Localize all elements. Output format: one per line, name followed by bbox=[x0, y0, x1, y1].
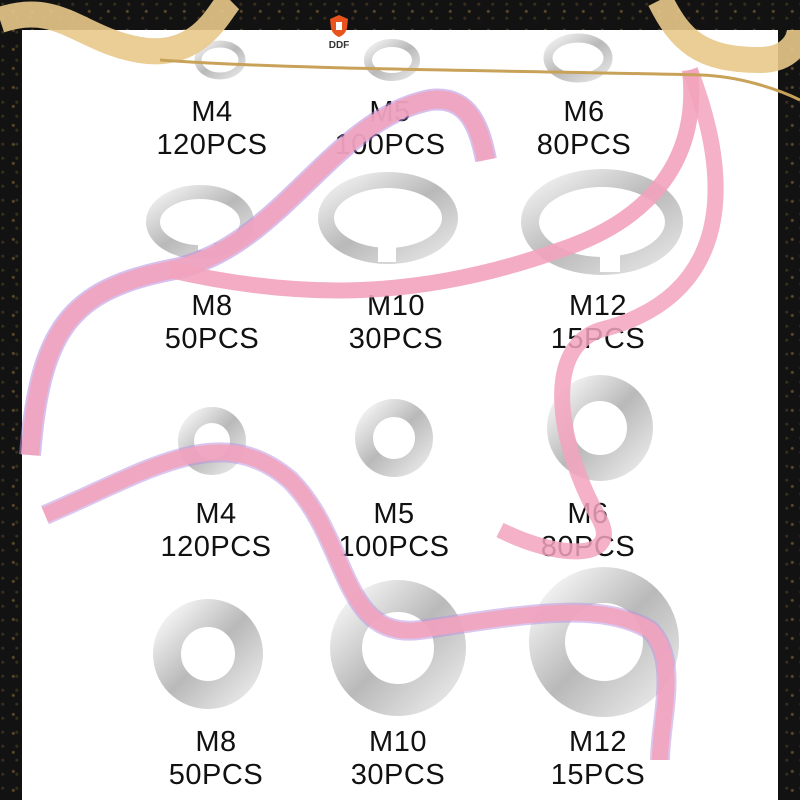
size-label: M4 bbox=[191, 96, 233, 128]
quantity-label: 15PCS bbox=[550, 323, 646, 355]
quantity-label: 50PCS bbox=[164, 323, 260, 355]
size-label: M5 bbox=[369, 96, 411, 128]
size-label: M5 bbox=[373, 498, 415, 530]
quantity-label: 100PCS bbox=[334, 129, 446, 161]
size-label: M10 bbox=[367, 290, 425, 322]
quantity-label: 120PCS bbox=[156, 129, 268, 161]
label-flat-m6: M6 80PCS bbox=[488, 498, 688, 564]
quantity-label: 120PCS bbox=[160, 531, 272, 563]
label-flat-m12: M12 15PCS bbox=[498, 726, 698, 792]
label-spring-m8: M8 50PCS bbox=[112, 290, 312, 356]
size-label: M8 bbox=[195, 726, 237, 758]
quantity-label: 30PCS bbox=[350, 759, 446, 791]
label-spring-m6: M6 80PCS bbox=[484, 96, 684, 162]
brand-name: DDF bbox=[328, 40, 350, 51]
label-flat-m5: M5 100PCS bbox=[294, 498, 494, 564]
size-label: M4 bbox=[195, 498, 237, 530]
shield-logo-icon bbox=[330, 15, 348, 37]
label-flat-m10: M10 30PCS bbox=[298, 726, 498, 792]
quantity-label: 80PCS bbox=[536, 129, 632, 161]
quantity-label: 30PCS bbox=[348, 323, 444, 355]
label-flat-m8: M8 50PCS bbox=[116, 726, 316, 792]
quantity-label: 80PCS bbox=[540, 531, 636, 563]
size-label: M12 bbox=[569, 290, 627, 322]
size-label: M6 bbox=[567, 498, 609, 530]
label-spring-m12: M12 15PCS bbox=[498, 290, 698, 356]
label-spring-m5: M5 100PCS bbox=[290, 96, 490, 162]
size-label: M10 bbox=[369, 726, 427, 758]
quantity-label: 100PCS bbox=[338, 531, 450, 563]
quantity-label: 50PCS bbox=[168, 759, 264, 791]
size-label: M12 bbox=[569, 726, 627, 758]
size-label: M8 bbox=[191, 290, 233, 322]
size-label: M6 bbox=[563, 96, 605, 128]
label-flat-m4: M4 120PCS bbox=[116, 498, 316, 564]
brand-logo: DDF bbox=[316, 14, 362, 51]
quantity-label: 15PCS bbox=[550, 759, 646, 791]
label-spring-m4: M4 120PCS bbox=[112, 96, 312, 162]
label-spring-m10: M10 30PCS bbox=[296, 290, 496, 356]
